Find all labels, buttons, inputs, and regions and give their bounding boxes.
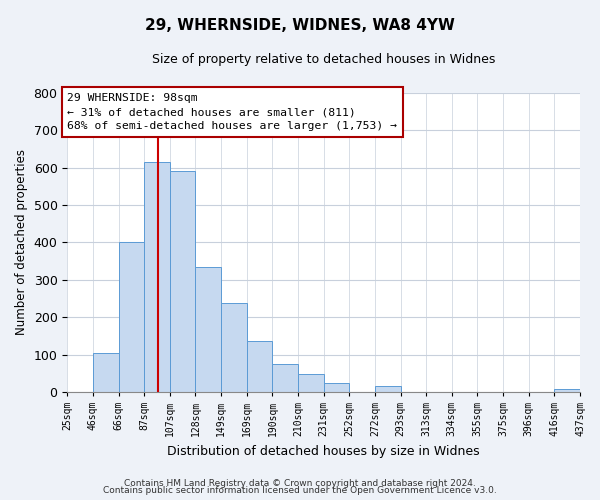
Text: 29 WHERNSIDE: 98sqm
← 31% of detached houses are smaller (811)
68% of semi-detac: 29 WHERNSIDE: 98sqm ← 31% of detached ho… [67,93,397,131]
Bar [196,267,221,392]
Bar [170,172,196,392]
Bar [375,386,401,392]
Text: 29, WHERNSIDE, WIDNES, WA8 4YW: 29, WHERNSIDE, WIDNES, WA8 4YW [145,18,455,32]
Title: Size of property relative to detached houses in Widnes: Size of property relative to detached ho… [152,52,496,66]
Bar [554,389,580,392]
Bar [221,304,247,392]
Text: Contains public sector information licensed under the Open Government Licence v3: Contains public sector information licen… [103,486,497,495]
Bar [144,162,170,392]
Text: Contains HM Land Registry data © Crown copyright and database right 2024.: Contains HM Land Registry data © Crown c… [124,478,476,488]
Y-axis label: Number of detached properties: Number of detached properties [15,150,28,336]
Bar [93,352,119,392]
Bar [272,364,298,392]
Bar [298,374,323,392]
X-axis label: Distribution of detached houses by size in Widnes: Distribution of detached houses by size … [167,444,480,458]
Bar [323,382,349,392]
Bar [247,342,272,392]
Bar [119,242,144,392]
